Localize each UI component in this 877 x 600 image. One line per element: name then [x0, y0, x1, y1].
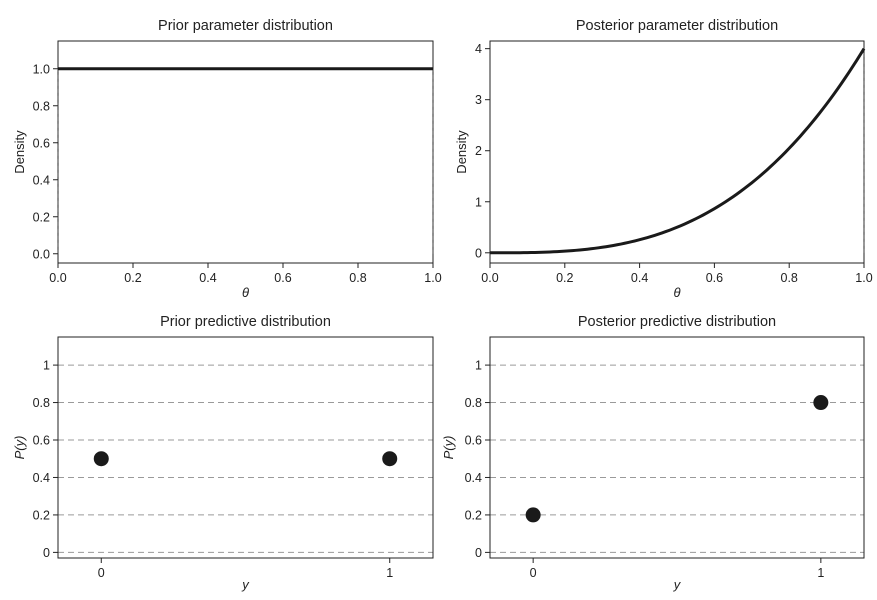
data-point — [813, 395, 829, 411]
x-tick-label: 0.6 — [274, 271, 291, 285]
y-tick-label: 1.0 — [33, 62, 50, 76]
y-tick-label: 0.2 — [33, 508, 50, 522]
y-tick-label: 0.2 — [465, 508, 482, 522]
plot-frame — [57, 336, 434, 559]
y-tick-label: 0.0 — [33, 247, 50, 261]
x-tick-label: 0.4 — [631, 271, 648, 285]
y-tick-label: 0.8 — [33, 99, 50, 113]
y-tick-label: 4 — [475, 42, 482, 56]
chart-panel-4: Posterior predictive distribution 0 1 0 0.2 0… — [441, 314, 865, 592]
chart-panel-1: Prior parameter distribution 0.0 0.2 0.4 0.6… — [12, 18, 442, 300]
y-tick-label: 0.4 — [33, 471, 50, 485]
y-tick-label: 0 — [43, 546, 50, 560]
y-tick-label: 0.6 — [33, 434, 50, 448]
y-tick-label: 1 — [475, 195, 482, 209]
y-tick-label: 0.8 — [465, 396, 482, 410]
plot-frame — [489, 40, 865, 264]
x-tick-label: 0.8 — [349, 271, 366, 285]
x-axis-label: y — [241, 577, 250, 592]
x-tick-label: 0 — [98, 566, 105, 580]
data-point — [93, 451, 109, 467]
y-axis-label: P(y) — [12, 436, 27, 460]
x-tick-label: 0.0 — [481, 271, 498, 285]
plot-frame — [489, 336, 865, 559]
x-tick-label: 0.8 — [781, 271, 798, 285]
y-tick-label: 1 — [475, 359, 482, 373]
y-tick-label: 3 — [475, 93, 482, 107]
y-axis-label: P(y) — [441, 436, 456, 460]
chart-title: Prior predictive distribution — [160, 314, 331, 330]
x-tick-label: 0.2 — [556, 271, 573, 285]
x-axis-label: θ — [242, 285, 249, 300]
x-tick-label: 0.6 — [706, 271, 723, 285]
density-curve — [490, 47, 866, 255]
x-axis-label: y — [673, 577, 682, 592]
y-tick-label: 0.6 — [465, 434, 482, 448]
x-tick-label: 1 — [386, 566, 393, 580]
y-axis-label: Density — [12, 130, 27, 174]
y-tick-label: 0.8 — [33, 396, 50, 410]
y-tick-label: 1 — [43, 359, 50, 373]
x-tick-label: 0.0 — [49, 271, 66, 285]
chart-title: Posterior predictive distribution — [578, 314, 776, 330]
y-tick-label: 2 — [475, 144, 482, 158]
x-tick-label: 0.4 — [199, 271, 216, 285]
plot-frame — [57, 40, 434, 264]
data-point — [525, 507, 541, 523]
x-tick-label: 0 — [530, 566, 537, 580]
x-tick-label: 1.0 — [424, 271, 441, 285]
chart-panel-2: Posterior parameter distribution 0.0 0.2 0.… — [454, 18, 873, 300]
chart-panel-3: Prior predictive distribution 0 1 0 0.2 0.4 0.… — [12, 314, 434, 592]
chart-title: Prior parameter distribution — [158, 18, 333, 34]
y-tick-label: 0.4 — [33, 173, 50, 187]
y-tick-label: 0.2 — [33, 210, 50, 224]
x-axis-label: θ — [673, 285, 680, 300]
y-axis-label: Density — [454, 130, 469, 174]
x-tick-label: 0.2 — [124, 271, 141, 285]
y-tick-label: 0 — [475, 246, 482, 260]
x-tick-label: 1.0 — [855, 271, 872, 285]
x-tick-label: 1 — [817, 566, 824, 580]
y-tick-label: 0.6 — [33, 136, 50, 150]
chart-title: Posterior parameter distribution — [576, 18, 778, 34]
y-tick-label: 0.4 — [465, 471, 482, 485]
y-tick-label: 0 — [475, 546, 482, 560]
data-point — [382, 451, 398, 467]
